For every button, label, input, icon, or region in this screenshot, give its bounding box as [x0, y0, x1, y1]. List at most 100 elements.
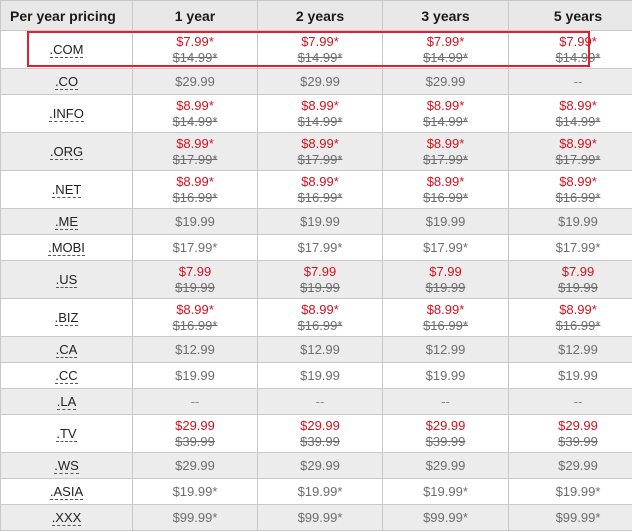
price-cell: $29.99 [133, 69, 258, 95]
original-price: $39.99 [258, 434, 382, 450]
tld-link[interactable]: .ASIA [50, 484, 83, 500]
original-price: $16.99* [383, 190, 508, 206]
current-price: -- [509, 394, 632, 410]
current-price: $17.99* [383, 240, 508, 256]
current-price: $19.99 [133, 214, 257, 230]
original-price: $16.99* [258, 318, 382, 334]
current-price: -- [133, 394, 257, 410]
price-cell: $8.99*$14.99* [258, 95, 383, 133]
original-price: $16.99* [133, 190, 257, 206]
current-price: $19.99* [383, 484, 508, 500]
current-price: $17.99* [133, 240, 257, 256]
price-cell: $7.99$19.99 [383, 261, 509, 299]
original-price: $19.99 [258, 280, 382, 296]
price-cell: $8.99*$16.99* [383, 299, 509, 337]
current-price: $17.99* [509, 240, 632, 256]
current-price: $8.99* [509, 302, 632, 318]
price-cell: $8.99*$17.99* [133, 133, 258, 171]
price-cell: $8.99*$14.99* [383, 95, 509, 133]
tld-link[interactable]: .COM [50, 42, 84, 58]
table-row: .BIZ$8.99*$16.99*$8.99*$16.99*$8.99*$16.… [1, 299, 632, 337]
tld-link[interactable]: .NET [52, 182, 82, 198]
price-cell: $29.99$39.99 [383, 415, 509, 453]
header-1-year: 1 year [133, 1, 258, 31]
current-price: $8.99* [133, 98, 257, 114]
price-cell: $17.99* [383, 235, 509, 261]
tld-link[interactable]: .US [56, 272, 78, 288]
current-price: $19.99 [383, 368, 508, 384]
price-cell: $12.99 [133, 337, 258, 363]
price-cell: $29.99$39.99 [509, 415, 632, 453]
current-price: $12.99 [133, 342, 257, 358]
original-price: $14.99* [509, 50, 632, 66]
current-price: $8.99* [509, 136, 632, 152]
price-cell: $8.99*$16.99* [258, 299, 383, 337]
tld-link[interactable]: .CC [55, 368, 77, 384]
current-price: $29.99 [133, 74, 257, 90]
tld-link[interactable]: .BIZ [55, 310, 79, 326]
price-cell: $19.99* [258, 479, 383, 505]
original-price: $14.99* [509, 114, 632, 130]
current-price: $8.99* [383, 302, 508, 318]
tld-link[interactable]: .ME [55, 214, 78, 230]
price-cell: -- [509, 69, 632, 95]
tld-link[interactable]: .TV [56, 426, 76, 442]
price-cell: $29.99 [383, 453, 509, 479]
original-price: $19.99 [509, 280, 632, 296]
price-cell: $29.99$39.99 [133, 415, 258, 453]
price-cell: $8.99*$16.99* [509, 299, 632, 337]
current-price: $7.99* [133, 34, 257, 50]
tld-cell: .CA [1, 337, 133, 363]
current-price: $8.99* [383, 98, 508, 114]
price-cell: $8.99*$17.99* [509, 133, 632, 171]
tld-link[interactable]: .CO [55, 74, 78, 90]
current-price: $99.99* [383, 510, 508, 526]
price-cell: $12.99 [258, 337, 383, 363]
tld-link[interactable]: .XXX [52, 510, 82, 526]
original-price: $14.99* [133, 50, 257, 66]
original-price: $14.99* [383, 50, 508, 66]
tld-link[interactable]: .CA [56, 342, 78, 358]
current-price: $8.99* [258, 302, 382, 318]
tld-cell: .CC [1, 363, 133, 389]
tld-link[interactable]: .LA [57, 394, 77, 410]
tld-cell: .MOBI [1, 235, 133, 261]
tld-link[interactable]: .MOBI [48, 240, 85, 256]
price-cell: $17.99* [133, 235, 258, 261]
current-price: $29.99 [258, 74, 382, 90]
pricing-table-body: .COM$7.99*$14.99*$7.99*$14.99*$7.99*$14.… [1, 31, 632, 531]
current-price: $19.99 [133, 368, 257, 384]
tld-link[interactable]: .INFO [49, 106, 84, 122]
price-cell: $8.99*$16.99* [509, 171, 632, 209]
current-price: $29.99 [133, 418, 257, 434]
current-price: $12.99 [258, 342, 382, 358]
price-cell: $8.99*$14.99* [133, 95, 258, 133]
current-price: $99.99* [133, 510, 257, 526]
current-price: $8.99* [258, 174, 382, 190]
price-cell: $17.99* [258, 235, 383, 261]
current-price: $8.99* [383, 174, 508, 190]
current-price: $29.99 [509, 418, 632, 434]
current-price: $19.99 [383, 214, 508, 230]
tld-link[interactable]: .WS [54, 458, 79, 474]
price-cell: $29.99 [509, 453, 632, 479]
tld-cell: .ME [1, 209, 133, 235]
current-price: $7.99 [258, 264, 382, 280]
tld-cell: .INFO [1, 95, 133, 133]
table-row: .TV$29.99$39.99$29.99$39.99$29.99$39.99$… [1, 415, 632, 453]
price-cell: $8.99*$14.99* [509, 95, 632, 133]
original-price: $39.99 [133, 434, 257, 450]
tld-link[interactable]: .ORG [50, 144, 83, 160]
price-cell: $29.99 [258, 69, 383, 95]
current-price: $19.99 [509, 368, 632, 384]
tld-cell: .ORG [1, 133, 133, 171]
current-price: $8.99* [133, 174, 257, 190]
price-cell: $29.99 [258, 453, 383, 479]
price-cell: $99.99* [383, 505, 509, 531]
price-cell: $8.99*$16.99* [133, 299, 258, 337]
price-cell: $7.99$19.99 [133, 261, 258, 299]
current-price: -- [383, 394, 508, 410]
price-cell: $19.99* [509, 479, 632, 505]
original-price: $17.99* [383, 152, 508, 168]
tld-cell: .BIZ [1, 299, 133, 337]
